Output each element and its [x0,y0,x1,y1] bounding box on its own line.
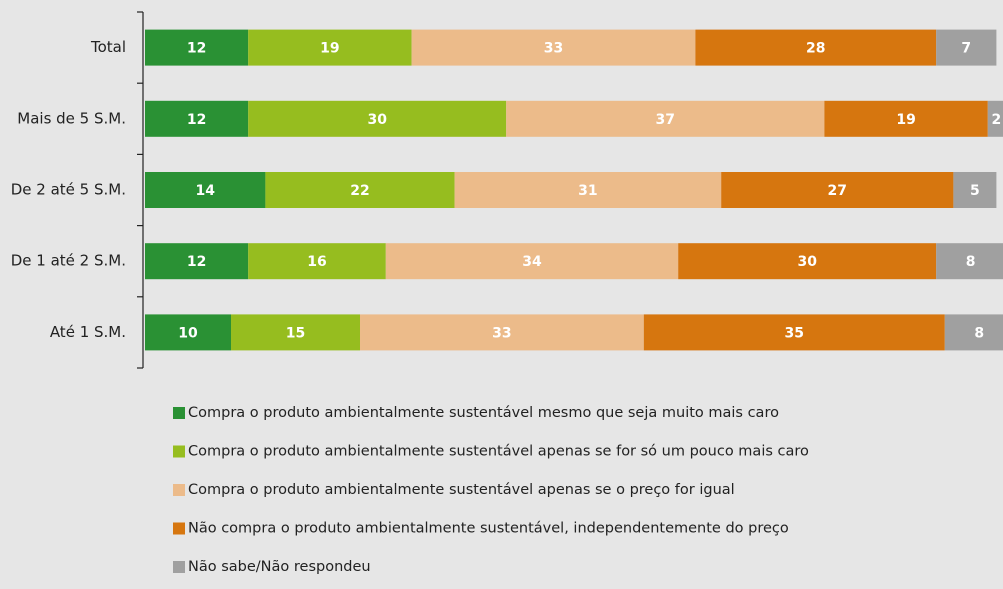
data-label: 12 [187,41,206,57]
data-label: 2 [992,112,1002,128]
category-label: De 1 até 2 S.M. [11,252,126,270]
bar-segment [145,29,249,66]
bar-segment [411,29,696,66]
bar-segment [265,172,455,208]
data-label: 19 [896,112,915,128]
legend-swatch [173,484,185,496]
data-label: 37 [656,112,675,128]
legend-swatch [173,407,185,419]
data-label: 14 [195,183,215,199]
data-label: 8 [966,254,976,270]
data-label: 8 [974,325,984,341]
data-label: 12 [187,254,206,270]
legend-label: Não sabe/Não respondeu [188,559,371,575]
data-label: 16 [307,254,326,270]
data-label: 12 [187,112,206,128]
bar-segment [936,29,997,66]
legend-swatch [173,522,185,535]
bar-segment [454,172,722,208]
legend-label: Compra o produto ambientalmente sustentá… [188,405,779,421]
data-label: 22 [350,183,369,199]
data-label: 28 [806,41,825,57]
data-label: 35 [785,325,804,341]
category-label: Mais de 5 S.M. [17,109,126,127]
category-label: Até 1 S.M. [50,323,126,341]
bar-segment [145,243,249,280]
legend-label: Compra o produto ambientalmente sustentá… [188,482,735,498]
bar-segment [360,314,644,351]
bar-segment [248,100,507,137]
data-label: 31 [578,183,597,199]
data-label: 33 [492,325,511,341]
data-label: 5 [970,183,980,199]
category-label: De 2 até 5 S.M. [11,181,126,199]
bar-segment [145,172,266,208]
data-label: 7 [961,41,971,57]
bar-segment [987,100,1003,137]
data-label: 30 [367,112,387,128]
data-label: 15 [286,325,305,341]
data-label: 27 [828,183,847,199]
bar-segment [248,243,386,280]
bar-segment [145,100,249,137]
legend-swatch [173,561,185,573]
bar-segment [231,314,360,351]
bar-segment [643,314,945,351]
bar-segment [385,243,679,280]
legend-label: Compra o produto ambientalmente sustentá… [188,444,809,460]
bar-segment [721,172,954,208]
legend-swatch [173,445,185,458]
bar-segment [824,100,988,137]
data-label: 30 [797,254,817,270]
data-label: 19 [320,41,339,57]
bar-segment [936,243,1003,280]
category-label: Total [90,38,126,56]
bar-segment [145,314,231,351]
data-label: 34 [522,254,542,270]
bar-segment [678,243,937,280]
bar-segment [248,29,412,66]
bar-segment [695,29,937,66]
legend-label: Não compra o produto ambientalmente sust… [188,521,789,537]
bar-segment [953,172,997,208]
bar-segment [506,100,825,137]
data-label: 10 [178,325,198,341]
bar-segment [944,314,1003,351]
data-label: 33 [544,41,563,57]
